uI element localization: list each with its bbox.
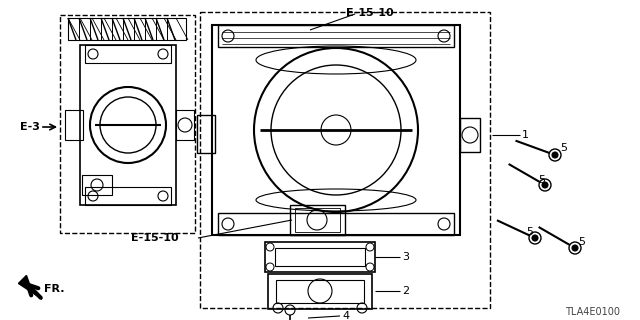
- Text: FR.: FR.: [44, 284, 65, 294]
- Text: 2: 2: [402, 286, 409, 296]
- Text: 3: 3: [402, 252, 409, 262]
- Text: E-3: E-3: [20, 122, 40, 132]
- Text: E-15-10: E-15-10: [346, 8, 394, 18]
- Bar: [80, 45, 176, 205]
- Bar: [265, 242, 375, 272]
- Circle shape: [569, 242, 581, 254]
- Circle shape: [572, 245, 578, 251]
- Bar: [197, 115, 215, 153]
- Polygon shape: [19, 276, 42, 299]
- Bar: [218, 213, 454, 235]
- Bar: [200, 12, 490, 308]
- Text: 5: 5: [538, 175, 545, 185]
- Text: E-15-10: E-15-10: [131, 233, 179, 243]
- Bar: [460, 118, 480, 152]
- Bar: [85, 45, 171, 63]
- Bar: [60, 15, 195, 233]
- Bar: [176, 110, 194, 140]
- Bar: [85, 187, 171, 205]
- Text: TLA4E0100: TLA4E0100: [565, 307, 620, 317]
- Bar: [212, 25, 460, 235]
- Circle shape: [549, 149, 561, 161]
- Text: 5: 5: [578, 237, 585, 247]
- Text: 1: 1: [522, 130, 529, 140]
- Circle shape: [542, 182, 548, 188]
- Text: 5: 5: [560, 143, 567, 153]
- Bar: [290, 205, 345, 235]
- Bar: [268, 274, 372, 309]
- Bar: [295, 208, 340, 232]
- Bar: [82, 175, 112, 195]
- Text: 4: 4: [342, 311, 349, 320]
- Bar: [275, 248, 365, 266]
- Bar: [65, 110, 83, 140]
- Bar: [276, 280, 364, 303]
- Circle shape: [539, 179, 551, 191]
- Text: 5: 5: [526, 227, 533, 237]
- Circle shape: [532, 235, 538, 241]
- Bar: [68, 18, 186, 40]
- Circle shape: [552, 152, 558, 158]
- Circle shape: [529, 232, 541, 244]
- Bar: [218, 25, 454, 47]
